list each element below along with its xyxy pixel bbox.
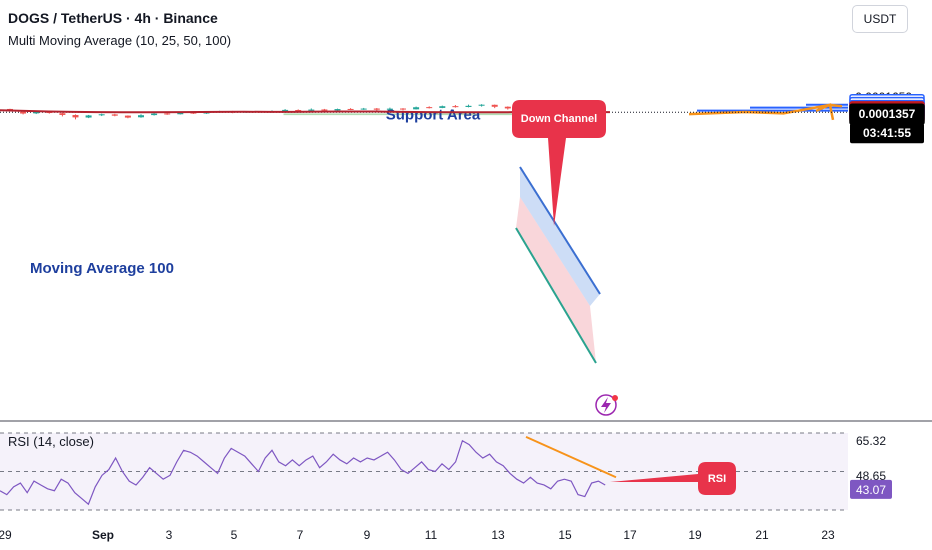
time-tick-label: 29 <box>0 528 12 542</box>
rsi-value-badge <box>850 479 892 499</box>
candle-body <box>413 107 420 110</box>
candle-body <box>282 109 289 111</box>
candle-body <box>124 115 131 118</box>
projection-arrowhead <box>815 103 835 121</box>
time-tick-label: 9 <box>364 528 371 542</box>
candle-body <box>504 106 511 109</box>
candle-body <box>386 108 393 110</box>
time-tick-label: Sep <box>92 528 114 542</box>
candle-body <box>491 104 498 107</box>
candle-body <box>177 112 184 115</box>
currency-button[interactable]: USDT <box>852 5 908 33</box>
rsi-line <box>0 439 606 506</box>
candle-body <box>33 111 40 114</box>
rsi-callout-text: RSI <box>708 473 726 485</box>
candle-body <box>334 109 341 111</box>
candle-body <box>321 109 328 111</box>
indicator-legend[interactable]: Multi Moving Average (10, 25, 50, 100) <box>8 33 232 48</box>
time-tick-label: 21 <box>755 528 769 542</box>
time-tick-label: 5 <box>231 528 238 542</box>
candle-body <box>347 108 354 110</box>
support-area-label: Support Area <box>386 106 481 123</box>
candle-body <box>164 113 171 115</box>
candle-body <box>138 115 144 118</box>
price-badge-text: 0.0001357 <box>859 107 916 121</box>
time-tick-label: 13 <box>491 528 505 542</box>
candle-body <box>478 104 485 106</box>
down-channel-lower-line <box>515 227 597 364</box>
candle-body <box>295 110 302 111</box>
candle-body <box>85 115 92 118</box>
candle-body <box>98 114 105 116</box>
candle-body <box>151 113 158 116</box>
price-badges: 0.00015020.00014460.00013870.00013630.00… <box>849 93 925 144</box>
down-channel-callout <box>512 100 606 226</box>
time-tick-label: 15 <box>558 528 572 542</box>
countdown-badge <box>850 123 924 144</box>
time-tick-label: 3 <box>166 528 173 542</box>
rsi-value-label: 65.32 <box>856 434 886 448</box>
time-axis: 29 Sep 3 5 7 9 11 13 15 17 19 21 23 <box>0 528 835 542</box>
candle-body <box>400 108 406 110</box>
rsi-callout <box>610 462 736 495</box>
time-tick-label: 11 <box>425 528 438 542</box>
candle-body <box>373 108 380 110</box>
time-tick-label: 19 <box>688 528 702 542</box>
ma100-label: Moving Average 100 <box>30 260 174 277</box>
countdown-text: 03:41:55 <box>863 126 911 140</box>
down-channel-upper-line <box>519 166 601 295</box>
candle-body <box>452 106 459 108</box>
rsi-title: RSI (14, close) <box>8 434 94 449</box>
rsi-divergence-line <box>525 435 617 479</box>
candle-body <box>7 108 13 110</box>
down-channel-callout-text: Down Channel <box>521 113 597 125</box>
candle-body <box>439 106 446 108</box>
candle-body <box>360 108 367 110</box>
candle-body <box>72 115 79 118</box>
candle-body <box>426 107 433 109</box>
time-tick-label: 23 <box>821 528 835 542</box>
symbol-title[interactable]: DOGS / TetherUS · 4h · Binance <box>8 10 218 26</box>
time-tick-label: 17 <box>623 528 637 542</box>
down-channel-lower-fill <box>516 197 596 363</box>
rsi-value-label: 48.65 <box>856 469 886 483</box>
rsi-value-label: 43.07 <box>856 483 886 497</box>
time-tick-label: 7 <box>297 528 304 542</box>
candle-body <box>308 109 315 111</box>
candle-body <box>20 111 27 114</box>
down-channel-upper-fill <box>520 167 600 306</box>
lightning-icon-bolt <box>601 397 611 413</box>
candle-body <box>111 114 118 116</box>
candle-body <box>59 113 66 115</box>
candle-body <box>465 105 472 107</box>
notification-dot <box>612 395 618 401</box>
